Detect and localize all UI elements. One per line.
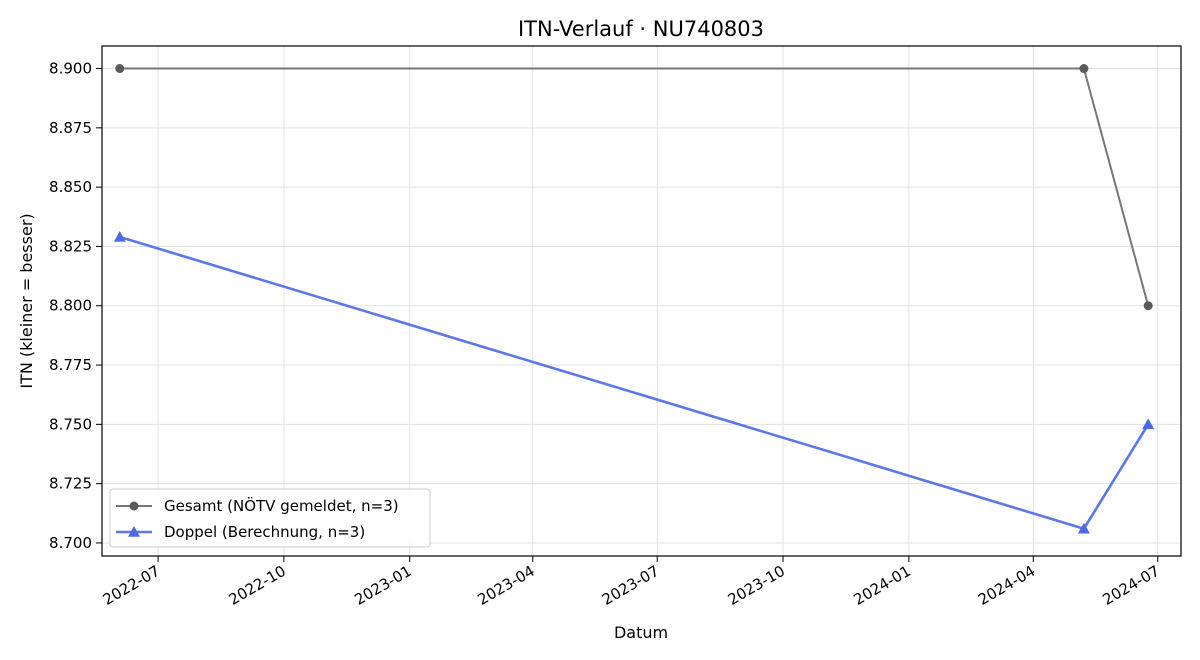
series-2 xyxy=(113,230,1155,534)
data-point xyxy=(115,64,125,74)
legend: Gesamt (NÖTV gemeldet, n=3) Doppel (Berec… xyxy=(109,488,431,548)
y-tick-label: 8.900 xyxy=(49,60,92,78)
data-point xyxy=(1142,418,1155,430)
chart-title: ITN-Verlauf · NU740803 xyxy=(518,17,764,41)
y-axis-label: ITN (kleiner = besser) xyxy=(17,213,36,388)
x-axis-label: Datum xyxy=(614,623,668,642)
y-tick-label: 8.875 xyxy=(49,119,92,137)
y-axis: 8.700 8.725 8.750 8.775 8.800 8.825 8.850 8.875… xyxy=(49,60,102,552)
y-tick-label: 8.800 xyxy=(49,297,92,315)
y-tick-label: 8.825 xyxy=(49,237,92,255)
plot-frame xyxy=(101,45,1182,557)
y-tick-label: 8.725 xyxy=(49,475,92,493)
data-point xyxy=(1077,522,1090,534)
legend-entry: Doppel (Berechnung, n=3) xyxy=(116,523,365,541)
data-point xyxy=(1143,301,1153,311)
legend-marker xyxy=(129,501,139,511)
legend-label: Doppel (Berechnung, n=3) xyxy=(164,523,365,541)
y-tick-label: 8.750 xyxy=(49,415,92,433)
legend-entry: Gesamt (NÖTV gemeldet, n=3) xyxy=(116,496,399,515)
y-tick-label: 8.700 xyxy=(49,534,92,552)
data-point xyxy=(1079,64,1089,74)
data-point xyxy=(113,230,126,242)
legend-box xyxy=(109,488,431,548)
series-1 xyxy=(115,64,1153,311)
legend-marker xyxy=(128,526,140,537)
y-tick-label: 8.850 xyxy=(49,178,92,196)
y-tick-label: 8.775 xyxy=(49,356,92,374)
series-layer xyxy=(113,64,1155,534)
legend-label: Gesamt (NÖTV gemeldet, n=3) xyxy=(164,496,399,515)
